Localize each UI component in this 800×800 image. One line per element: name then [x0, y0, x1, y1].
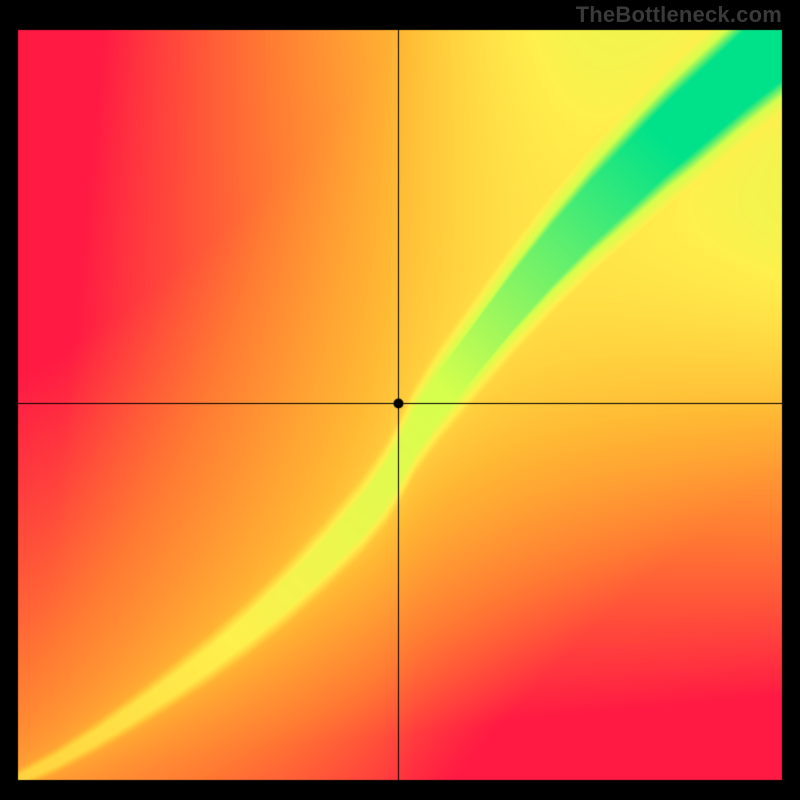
chart-container: { "watermark": "TheBottleneck.com", "wat…: [0, 0, 800, 800]
watermark-text: TheBottleneck.com: [576, 2, 782, 28]
bottleneck-heatmap: [0, 0, 800, 800]
